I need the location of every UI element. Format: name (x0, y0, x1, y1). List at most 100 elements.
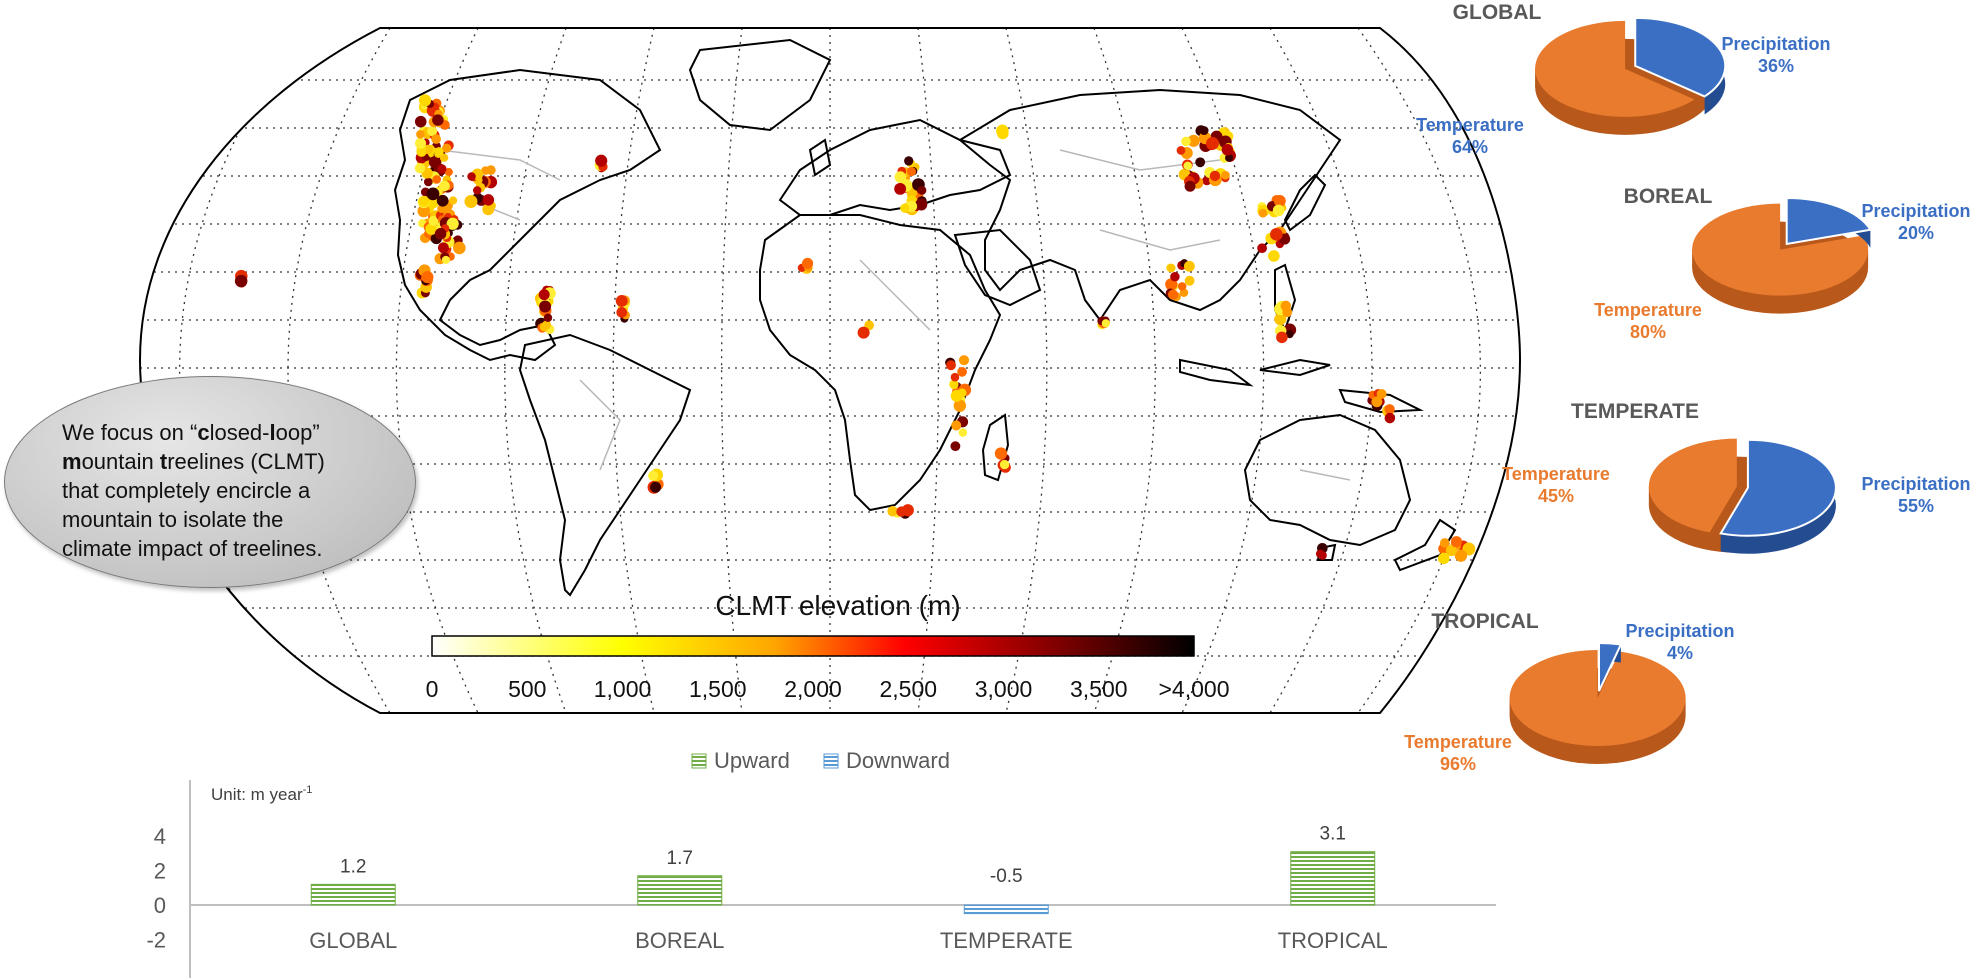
clmt-point (444, 167, 453, 177)
clmt-point (464, 195, 478, 208)
clmt-point (1445, 545, 1457, 557)
clmt-point (414, 163, 426, 174)
colorbar-tick-label: >4,000 (1159, 676, 1230, 702)
pie-label-precipitation: Precipitation (1861, 474, 1970, 494)
clmt-point (1384, 412, 1396, 424)
colorbar-ticks: 0 500 1,000 1,500 2,000 2,500 3,000 3,500 >4,000 (426, 676, 1230, 702)
clmt-point (431, 134, 441, 144)
arabia (953, 228, 1042, 307)
pie-value-temperature: 80% (1630, 322, 1666, 342)
clmt-point (1177, 282, 1187, 291)
clmt-point (857, 326, 870, 339)
clmt-point (1221, 170, 1230, 180)
clmt-point (539, 322, 549, 332)
clmt-point (999, 459, 1010, 470)
y-tick-label: 2 (154, 859, 166, 884)
clmt-point (1274, 313, 1287, 326)
y-tick-label: 0 (154, 893, 166, 918)
pie-value-precipitation: 20% (1898, 223, 1934, 243)
clmt-point (1258, 208, 1268, 218)
clmt-point (906, 166, 917, 177)
clmt-point (650, 481, 662, 493)
bar-value-label: 1.2 (340, 856, 366, 877)
clmt-point (1187, 134, 1200, 147)
pie-slice-precipitation (1719, 438, 1837, 537)
pie-label-precipitation: Precipitation (1721, 34, 1830, 54)
clmt-point (432, 175, 442, 184)
clmt-point (446, 217, 459, 230)
clmt-point (1166, 263, 1176, 273)
pie-label-temperature: Temperature (1502, 464, 1610, 484)
clmt-point (949, 379, 959, 390)
y-tick-label: 4 (154, 824, 166, 849)
clmt-point (423, 144, 434, 155)
pie-slice-precipitation (1598, 642, 1623, 692)
bar-tropical (1290, 851, 1376, 906)
clmt-point (1167, 289, 1179, 300)
pie-slice-temperature (1535, 20, 1695, 117)
clmt-point (439, 180, 450, 192)
x-category-label: GLOBAL (309, 928, 397, 953)
clmt-point (482, 203, 495, 216)
clmt-point (1209, 170, 1221, 182)
clmt-point (954, 399, 966, 411)
pie-slice-precipitation (1634, 16, 1727, 98)
clmt-point (421, 271, 434, 284)
bar-value-label: 1.7 (667, 848, 693, 869)
pie-label-precipitation: Precipitation (1861, 201, 1970, 221)
uk (808, 138, 832, 177)
pie-label-temperature: Temperature (1594, 300, 1702, 320)
pie-label-precipitation: Precipitation (1625, 621, 1734, 641)
clmt-point (1184, 180, 1196, 192)
clmt-point (1183, 161, 1193, 171)
clmt-point (1454, 549, 1468, 562)
clmt-point (1195, 157, 1206, 168)
clmt-point (946, 360, 956, 371)
australia (1243, 413, 1412, 547)
bar-legend: Upward Downward (691, 748, 950, 773)
clmt-point (1184, 275, 1195, 286)
unit-superscript: -1 (303, 784, 313, 796)
colorbar (431, 635, 1195, 657)
clmt-point (442, 143, 452, 153)
clmt-point (996, 124, 1009, 138)
clmt-point (1206, 136, 1219, 150)
pie-value-temperature: 96% (1440, 754, 1476, 774)
pie-slice-temperature (1692, 203, 1869, 296)
clmt-point (423, 177, 433, 187)
continents (393, 38, 1457, 597)
colorbar-tick-label: 2,000 (784, 676, 842, 702)
asia (958, 88, 1342, 322)
colorbar-tick-label: 1,000 (594, 676, 652, 702)
meridian-line (1181, 28, 1265, 713)
clmt-point (1257, 243, 1267, 254)
clmt-point (415, 137, 427, 149)
map-border (138, 27, 1522, 714)
clmt-point (426, 187, 440, 201)
clmt-point (441, 255, 450, 264)
clmt-point (801, 257, 814, 270)
clmt-point (1272, 204, 1285, 217)
clmt-point (957, 366, 967, 377)
clmt-point (904, 156, 914, 166)
clmt-point (1450, 536, 1463, 548)
bar-boreal (637, 875, 723, 906)
clmt-point (950, 372, 960, 382)
clmt-point (1176, 146, 1186, 155)
clmt-point (1371, 396, 1383, 408)
x-category-label: TROPICAL (1278, 928, 1388, 953)
pie-value-temperature: 64% (1452, 137, 1488, 157)
clmt-point (436, 194, 449, 207)
callout-text: We focus on “closed-loop” mountain treel… (62, 420, 325, 561)
clmt-point (1276, 331, 1288, 344)
pie-slice-temperature (1648, 438, 1737, 533)
clmt-point (1101, 319, 1110, 328)
clmt-point (1225, 153, 1234, 162)
clmt-point (427, 126, 438, 137)
pie-slice-precipitation (1785, 196, 1873, 246)
clmt-point (417, 204, 430, 218)
colorbar-tick-label: 2,500 (879, 676, 937, 702)
